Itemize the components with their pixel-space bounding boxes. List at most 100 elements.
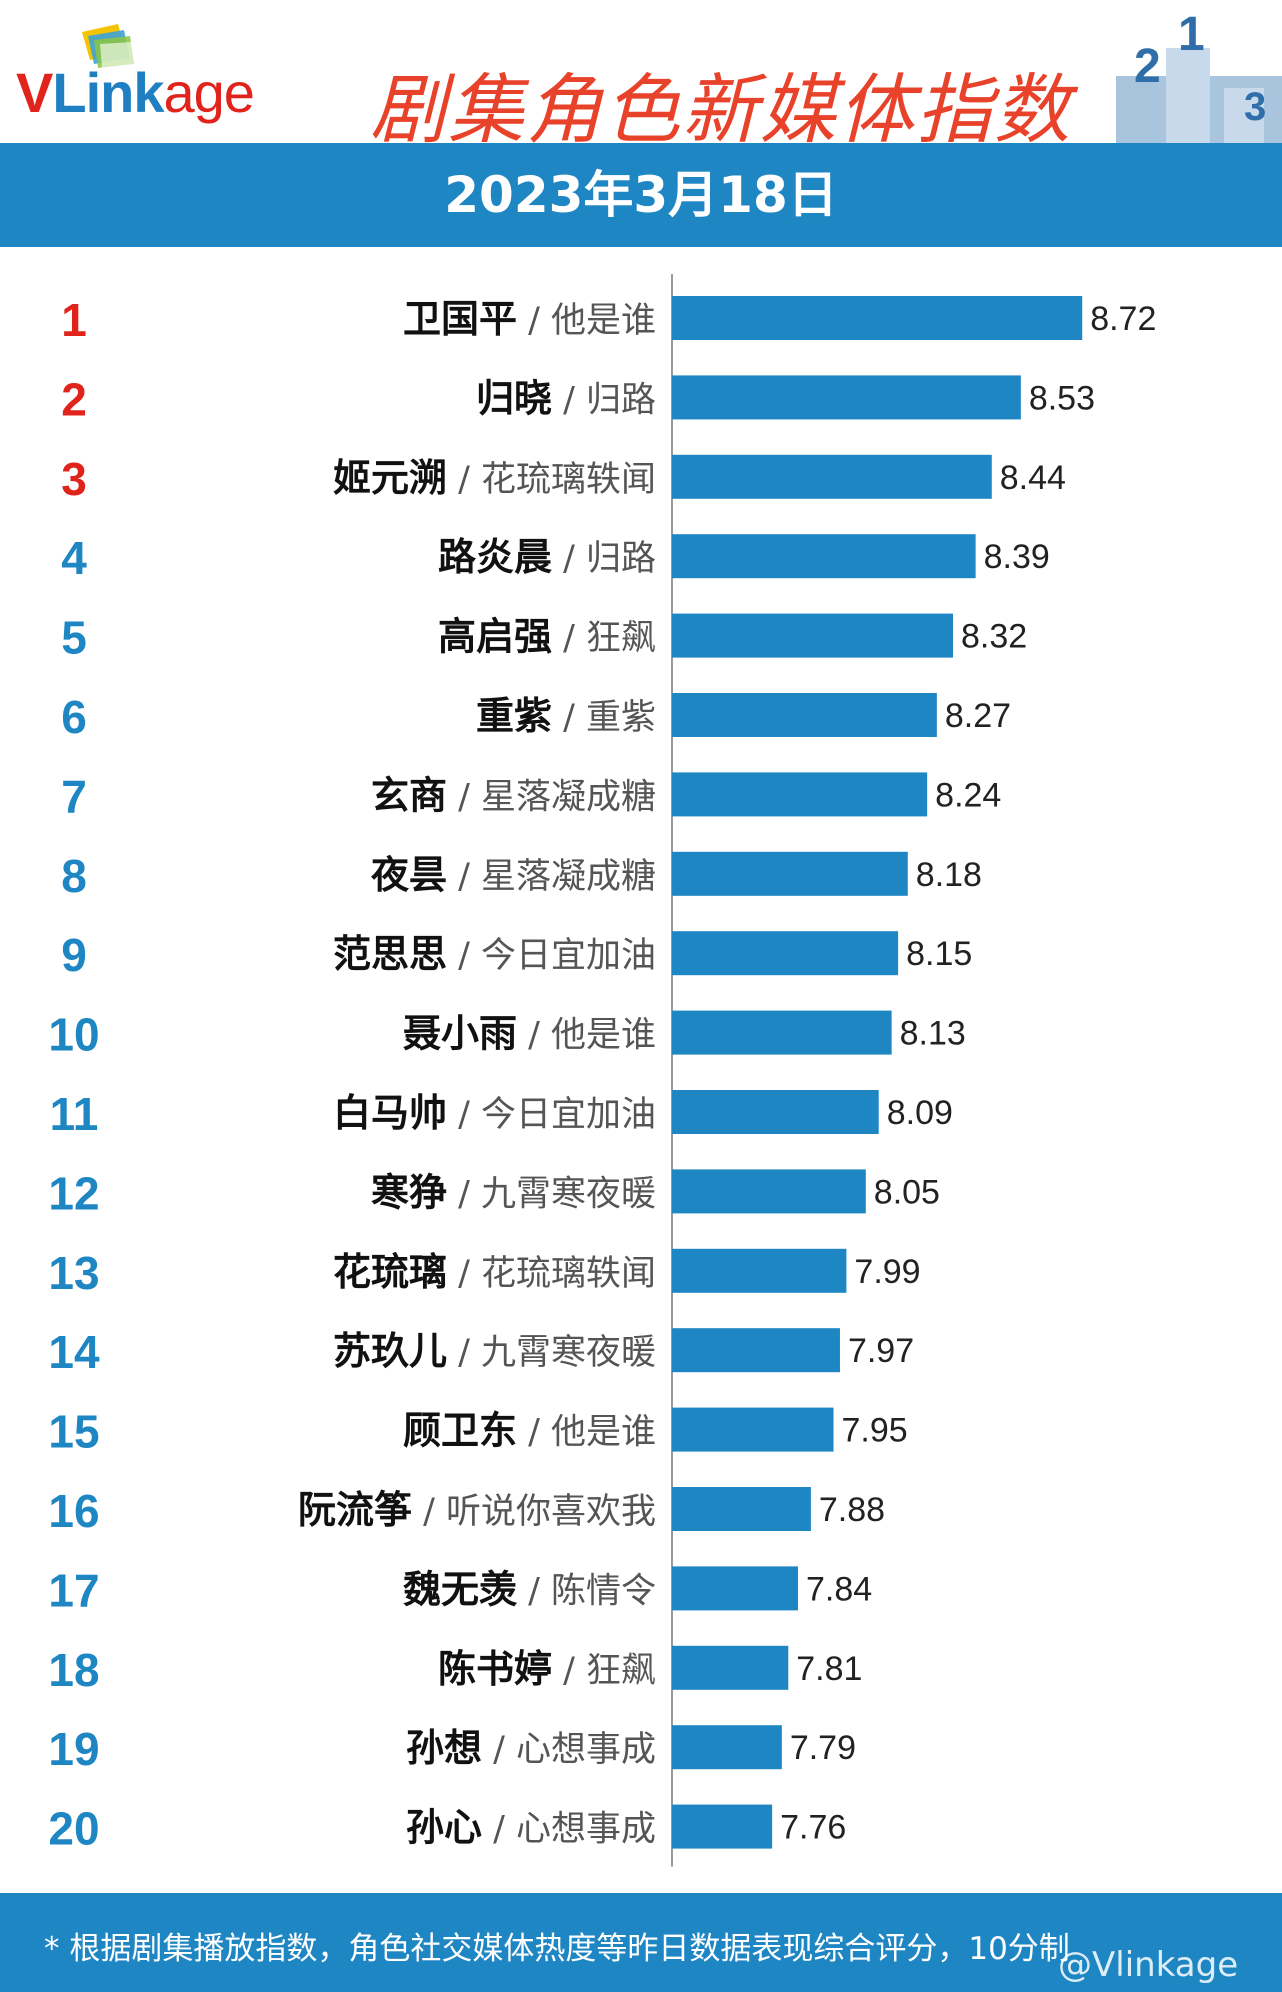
character-name: 寒狰	[371, 1170, 447, 1214]
score-value: 8.72	[1090, 300, 1156, 338]
header: VLinkage 剧集角色新媒体指数 2 1 3	[0, 0, 1282, 154]
drama-name: / 九霄寒夜暖	[447, 1333, 656, 1373]
score-bar	[672, 851, 908, 896]
drama-name: / 归路	[552, 539, 656, 579]
character-name: 归晓	[476, 376, 552, 420]
row-label: 聂小雨 / 他是谁	[403, 1012, 656, 1056]
score-bar	[672, 1328, 840, 1373]
character-name: 陈书婷	[438, 1647, 552, 1691]
ranking-bar-chart: 1 卫国平 / 他是谁 8.72 2 归晓 / 归路 8.53 3 姬元溯 / 花琉璃轶闻 8.…	[48, 274, 1156, 1867]
row-label: 陈书婷 / 狂飙	[438, 1647, 656, 1691]
character-name: 高启强	[438, 615, 552, 659]
rank-number: 15	[48, 1406, 99, 1458]
row-label: 阮流筝 / 听说你喜欢我	[298, 1488, 656, 1532]
character-name: 路炎晨	[438, 535, 552, 579]
row-label: 卫国平 / 他是谁	[403, 297, 656, 341]
podium-icon: 2 1 3	[1116, 14, 1282, 143]
drama-name: / 心想事成	[482, 1730, 656, 1770]
rank-number: 16	[48, 1485, 99, 1537]
character-name: 魏无羡	[403, 1567, 518, 1611]
character-name: 白马帅	[333, 1091, 447, 1135]
character-name: 姬元溯	[333, 456, 447, 500]
score-value: 8.05	[874, 1173, 940, 1211]
character-name: 苏玖儿	[333, 1329, 447, 1373]
drama-name: / 星落凝成糖	[447, 857, 656, 897]
rank-number: 4	[61, 532, 87, 584]
score-value: 8.39	[984, 538, 1050, 576]
rank-number: 13	[48, 1247, 99, 1299]
score-bar	[672, 375, 1021, 420]
row-label: 孙心 / 心想事成	[406, 1806, 656, 1850]
rank-number: 12	[48, 1167, 99, 1219]
character-name: 玄商	[371, 773, 447, 817]
svg-text:3: 3	[1244, 85, 1266, 129]
score-value: 7.79	[790, 1729, 856, 1767]
score-value: 7.76	[780, 1809, 846, 1847]
rank-number: 17	[48, 1564, 99, 1616]
score-bar	[672, 931, 899, 976]
score-bar	[672, 1645, 789, 1690]
score-bar	[672, 1090, 879, 1134]
drama-name: / 他是谁	[517, 1413, 656, 1453]
score-value: 8.27	[945, 697, 1011, 735]
character-name: 孙心	[406, 1806, 482, 1850]
row-label: 路炎晨 / 归路	[438, 535, 656, 579]
logo-text: VLinkage	[16, 61, 255, 124]
drama-name: / 听说你喜欢我	[412, 1492, 656, 1532]
row-label: 夜昙 / 星落凝成糖	[370, 853, 656, 897]
drama-name: / 星落凝成糖	[447, 777, 656, 817]
score-value: 8.18	[916, 856, 982, 894]
drama-name: / 归路	[552, 380, 656, 420]
character-name: 花琉璃	[333, 1250, 447, 1294]
score-bar	[672, 534, 976, 579]
drama-name: / 陈情令	[517, 1571, 656, 1611]
score-value: 7.81	[796, 1650, 862, 1688]
score-value: 7.95	[842, 1412, 908, 1450]
svg-text:1: 1	[1178, 14, 1205, 61]
rank-number: 8	[61, 850, 87, 902]
rank-number: 6	[61, 691, 87, 743]
rank-number: 7	[61, 770, 87, 822]
row-label: 苏玖儿 / 九霄寒夜暖	[333, 1329, 656, 1373]
score-bar	[672, 454, 992, 499]
character-name: 重紫	[476, 694, 552, 738]
score-bar	[672, 1487, 811, 1531]
character-name: 阮流筝	[298, 1488, 412, 1532]
drama-name: / 狂飙	[552, 619, 656, 659]
character-name: 聂小雨	[403, 1012, 517, 1056]
row-label: 孙想 / 心想事成	[406, 1726, 656, 1770]
rank-number: 19	[48, 1723, 99, 1775]
score-bar	[672, 1804, 773, 1849]
row-label: 姬元溯 / 花琉璃轶闻	[333, 456, 656, 500]
rank-number: 5	[61, 612, 87, 664]
drama-name: / 今日宜加油	[447, 1095, 656, 1135]
score-value: 7.84	[806, 1570, 872, 1608]
row-label: 重紫 / 重紫	[476, 694, 656, 738]
logo-mark-icon	[82, 24, 134, 68]
rank-number: 9	[61, 929, 87, 981]
row-label: 顾卫东 / 他是谁	[403, 1409, 656, 1453]
row-label: 魏无羡 / 陈情令	[403, 1567, 656, 1611]
score-bar	[672, 1725, 782, 1770]
page-title: 剧集角色新媒体指数	[370, 65, 1072, 154]
footnote: * 根据剧集播放指数，角色社交媒体热度等昨日数据表现综合评分，10分制	[44, 1931, 1070, 1967]
character-name: 顾卫东	[403, 1409, 517, 1453]
score-bar	[672, 613, 954, 658]
score-bar	[672, 772, 928, 817]
footer: * 根据剧集播放指数，角色社交媒体热度等昨日数据表现综合评分，10分制 @Vli…	[0, 1893, 1282, 1992]
score-value: 8.15	[906, 935, 972, 973]
drama-name: / 九霄寒夜暖	[447, 1174, 656, 1214]
score-value: 7.88	[819, 1491, 885, 1529]
rank-number: 1	[61, 294, 87, 346]
score-value: 8.09	[887, 1094, 953, 1132]
drama-name: / 他是谁	[517, 301, 656, 341]
score-value: 8.32	[961, 618, 1027, 656]
date-banner: 2023年3月18日	[0, 143, 1282, 247]
score-bar	[672, 1407, 834, 1452]
weibo-watermark-text: @Vlinkage	[1058, 1945, 1239, 1985]
row-label: 寒狰 / 九霄寒夜暖	[371, 1170, 656, 1214]
character-name: 孙想	[406, 1726, 482, 1770]
score-value: 8.24	[935, 776, 1001, 814]
character-name: 夜昙	[370, 853, 447, 897]
rank-number: 2	[61, 373, 87, 425]
